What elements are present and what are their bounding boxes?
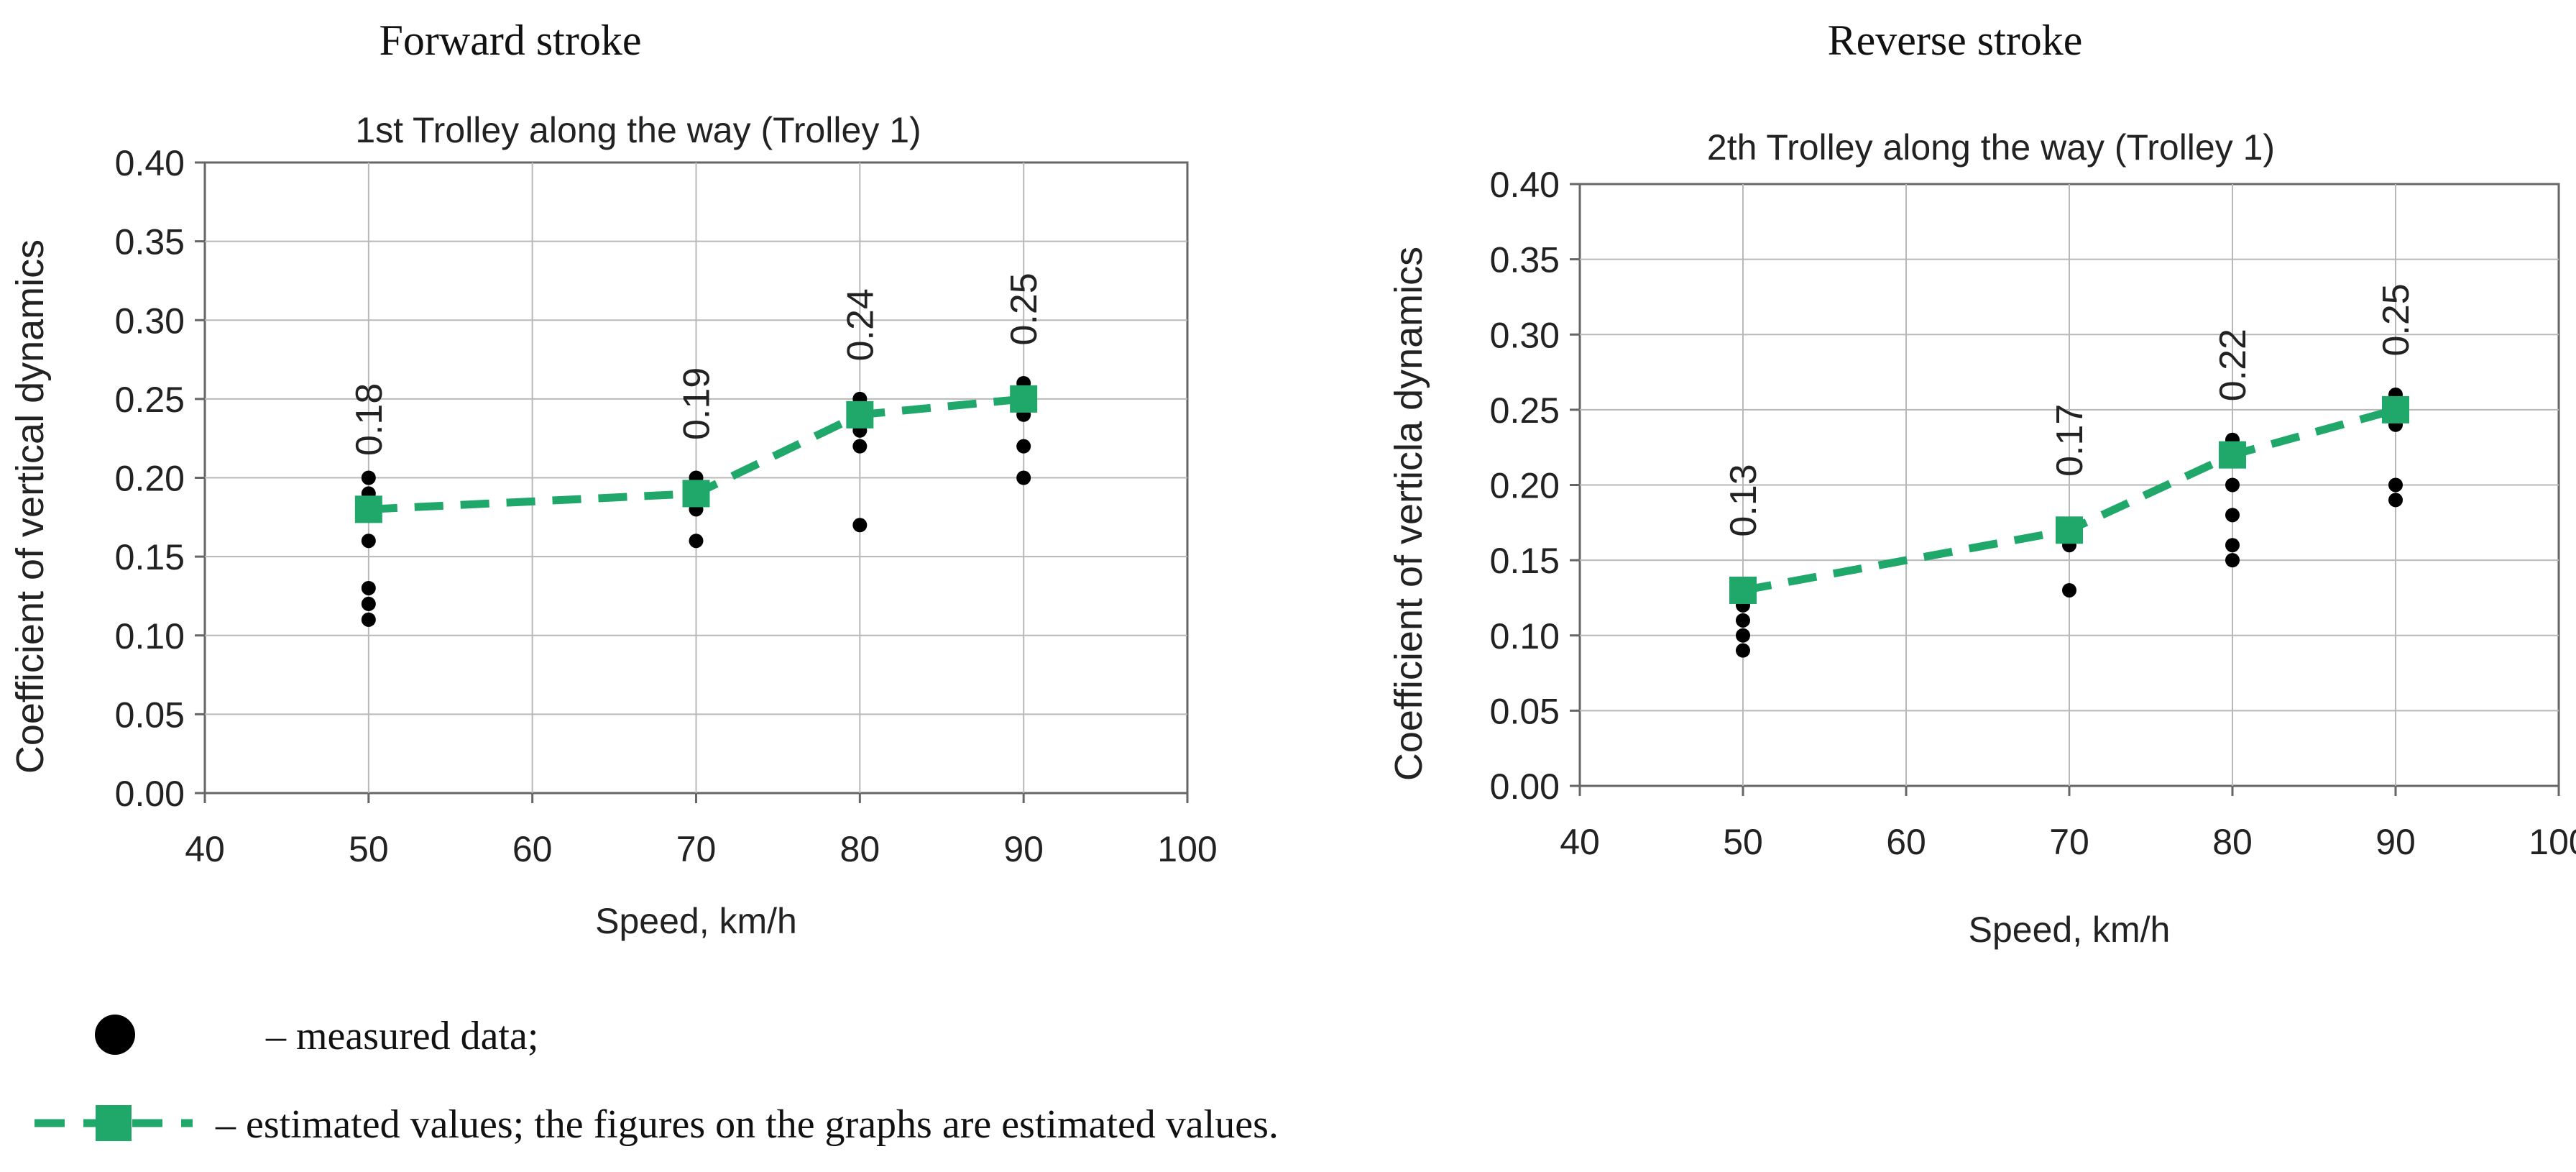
measured-point: [2388, 477, 2403, 493]
measured-point: [361, 580, 376, 595]
y-tick-label: 0.10: [115, 616, 185, 656]
data-label: 0.17: [2049, 404, 2091, 477]
x-tick-label: 90: [2375, 822, 2416, 862]
data-label: 0.22: [2212, 329, 2254, 401]
y-tick-label: 0.00: [1490, 766, 1560, 807]
data-label: 0.25: [1003, 273, 1045, 345]
x-tick-label: 70: [2049, 822, 2089, 862]
x-tick-label: 40: [185, 829, 225, 869]
legend-estimated-label: – estimated values; the figures on the g…: [215, 1102, 1279, 1147]
data-label: 0.18: [349, 383, 390, 456]
legend-estimated-marker: [96, 1105, 132, 1141]
y-tick-label: 0.00: [115, 774, 185, 814]
measured-point: [2225, 538, 2240, 553]
x-tick-label: 60: [512, 829, 553, 869]
x-axis-label: Speed, km/h: [595, 901, 797, 941]
measured-point: [852, 439, 868, 454]
y-tick-label: 0.25: [1490, 390, 1560, 431]
data-label: 0.24: [840, 288, 881, 361]
measured-point: [1736, 613, 1750, 628]
measured-point: [2225, 553, 2240, 568]
y-tick-label: 0.40: [115, 143, 185, 183]
measured-point: [2388, 493, 2403, 508]
legend-measured-marker: [95, 1015, 135, 1055]
y-tick-label: 0.15: [115, 537, 185, 577]
estimated-point: [1729, 576, 1757, 604]
y-axis-label: Coefficient of vertical dynamics: [9, 239, 52, 774]
y-tick-label: 0.35: [115, 222, 185, 262]
y-tick-label: 0.40: [1490, 165, 1560, 205]
y-tick-label: 0.35: [1490, 240, 1560, 280]
estimated-point: [2219, 441, 2246, 469]
legend-measured-label: – measured data;: [265, 1014, 538, 1058]
x-tick-label: 40: [1560, 822, 1600, 862]
data-label: 0.13: [1723, 464, 1765, 536]
y-tick-label: 0.30: [1490, 315, 1560, 355]
x-axis-label: Speed, km/h: [1969, 910, 2171, 950]
x-tick-label: 90: [1003, 829, 1044, 869]
x-tick-label: 70: [676, 829, 717, 869]
heading-forward-stroke: Forward stroke: [380, 17, 642, 64]
heading-reverse-stroke: Reverse stroke: [1828, 17, 2083, 64]
x-tick-label: 50: [349, 829, 389, 869]
chart-reverse: 0.00 0.05 0.10 0.15 0.20 0.25 0.30 0.35 0.40 40 50…: [1387, 127, 2576, 950]
x-tick-label: 50: [1723, 822, 1763, 862]
measured-point: [689, 534, 704, 549]
measured-point: [361, 596, 376, 611]
estimated-point: [2056, 516, 2083, 544]
data-label: 0.25: [2375, 283, 2417, 356]
x-tick-label: 100: [1157, 829, 1217, 869]
measured-point: [1016, 470, 1031, 485]
data-label: 0.19: [676, 367, 718, 440]
measured-point: [2225, 477, 2240, 493]
legend: – measured data; – estimated values; the…: [34, 1014, 1279, 1147]
y-tick-label: 0.05: [115, 695, 185, 735]
measured-point: [361, 470, 376, 485]
chart-title: 1st Trolley along the way (Trolley 1): [355, 110, 921, 150]
measured-point: [361, 534, 376, 549]
y-tick-label: 0.10: [1490, 616, 1560, 656]
y-tick-label: 0.05: [1490, 691, 1560, 731]
estimated-series-line: [368, 395, 1024, 513]
estimated-point: [2382, 395, 2409, 424]
estimated-point: [682, 480, 710, 508]
y-tick-label: 0.25: [115, 380, 185, 420]
y-tick-label: 0.15: [1490, 541, 1560, 581]
estimated-point: [846, 400, 874, 429]
measured-point: [852, 518, 868, 533]
chart-title: 2th Trolley along the way (Trolley 1): [1707, 127, 2275, 168]
measured-point: [1736, 643, 1750, 658]
x-tick-label: 80: [2212, 822, 2253, 862]
measured-point: [2062, 582, 2076, 598]
chart-forward: 0.00 0.05 0.10 0.15 0.20 0.25 0.30 0.35 0.40 40 50…: [9, 110, 1218, 941]
y-tick-label: 0.30: [115, 301, 185, 341]
measured-point: [1736, 628, 1750, 643]
y-tick-label: 0.20: [1490, 466, 1560, 506]
estimated-point: [1010, 385, 1038, 413]
measured-point: [2225, 508, 2240, 523]
measured-point: [1016, 439, 1031, 454]
y-tick-label: 0.20: [115, 459, 185, 499]
estimated-series-line: [1742, 406, 2397, 595]
estimated-point: [354, 495, 382, 523]
y-axis-label: Coefficient of verticla dynamics: [1387, 247, 1430, 781]
x-tick-label: 100: [2529, 822, 2576, 862]
x-tick-label: 60: [1886, 822, 1926, 862]
measured-point: [361, 612, 376, 627]
x-tick-label: 80: [840, 829, 880, 869]
